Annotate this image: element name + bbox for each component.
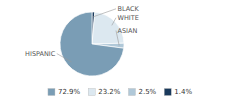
slice-labels: BLACKWHITE ASIAN HISPANIC bbox=[25, 5, 140, 62]
legend: 72.9% 23.2% 2.5% 1.4% bbox=[48, 88, 192, 96]
slice-label: ASIAN bbox=[118, 27, 138, 35]
legend-item: 2.5% bbox=[128, 88, 156, 96]
leader-line bbox=[57, 54, 72, 62]
pie-slice bbox=[60, 12, 124, 76]
legend-item: 1.4% bbox=[164, 88, 192, 96]
slice-label: WHITE bbox=[118, 14, 139, 22]
legend-swatch bbox=[88, 89, 95, 96]
legend-label: 23.2% bbox=[98, 88, 121, 96]
legend-label: 2.5% bbox=[138, 88, 156, 96]
slice-label: BLACK bbox=[118, 5, 140, 13]
pie bbox=[60, 12, 124, 76]
slice-label: HISPANIC bbox=[25, 50, 56, 58]
legend-swatch bbox=[48, 89, 55, 96]
leader-line bbox=[93, 9, 116, 17]
chart: BLACKWHITE ASIAN HISPANIC 72.9% 23.2% 2.5% 1.4… bbox=[0, 0, 240, 100]
legend-swatch bbox=[164, 89, 171, 96]
legend-item: 23.2% bbox=[88, 88, 121, 96]
legend-item: 72.9% bbox=[48, 88, 81, 96]
leader-line bbox=[112, 18, 116, 26]
legend-swatch bbox=[128, 89, 135, 96]
legend-label: 72.9% bbox=[58, 88, 81, 96]
legend-label: 1.4% bbox=[174, 88, 192, 96]
